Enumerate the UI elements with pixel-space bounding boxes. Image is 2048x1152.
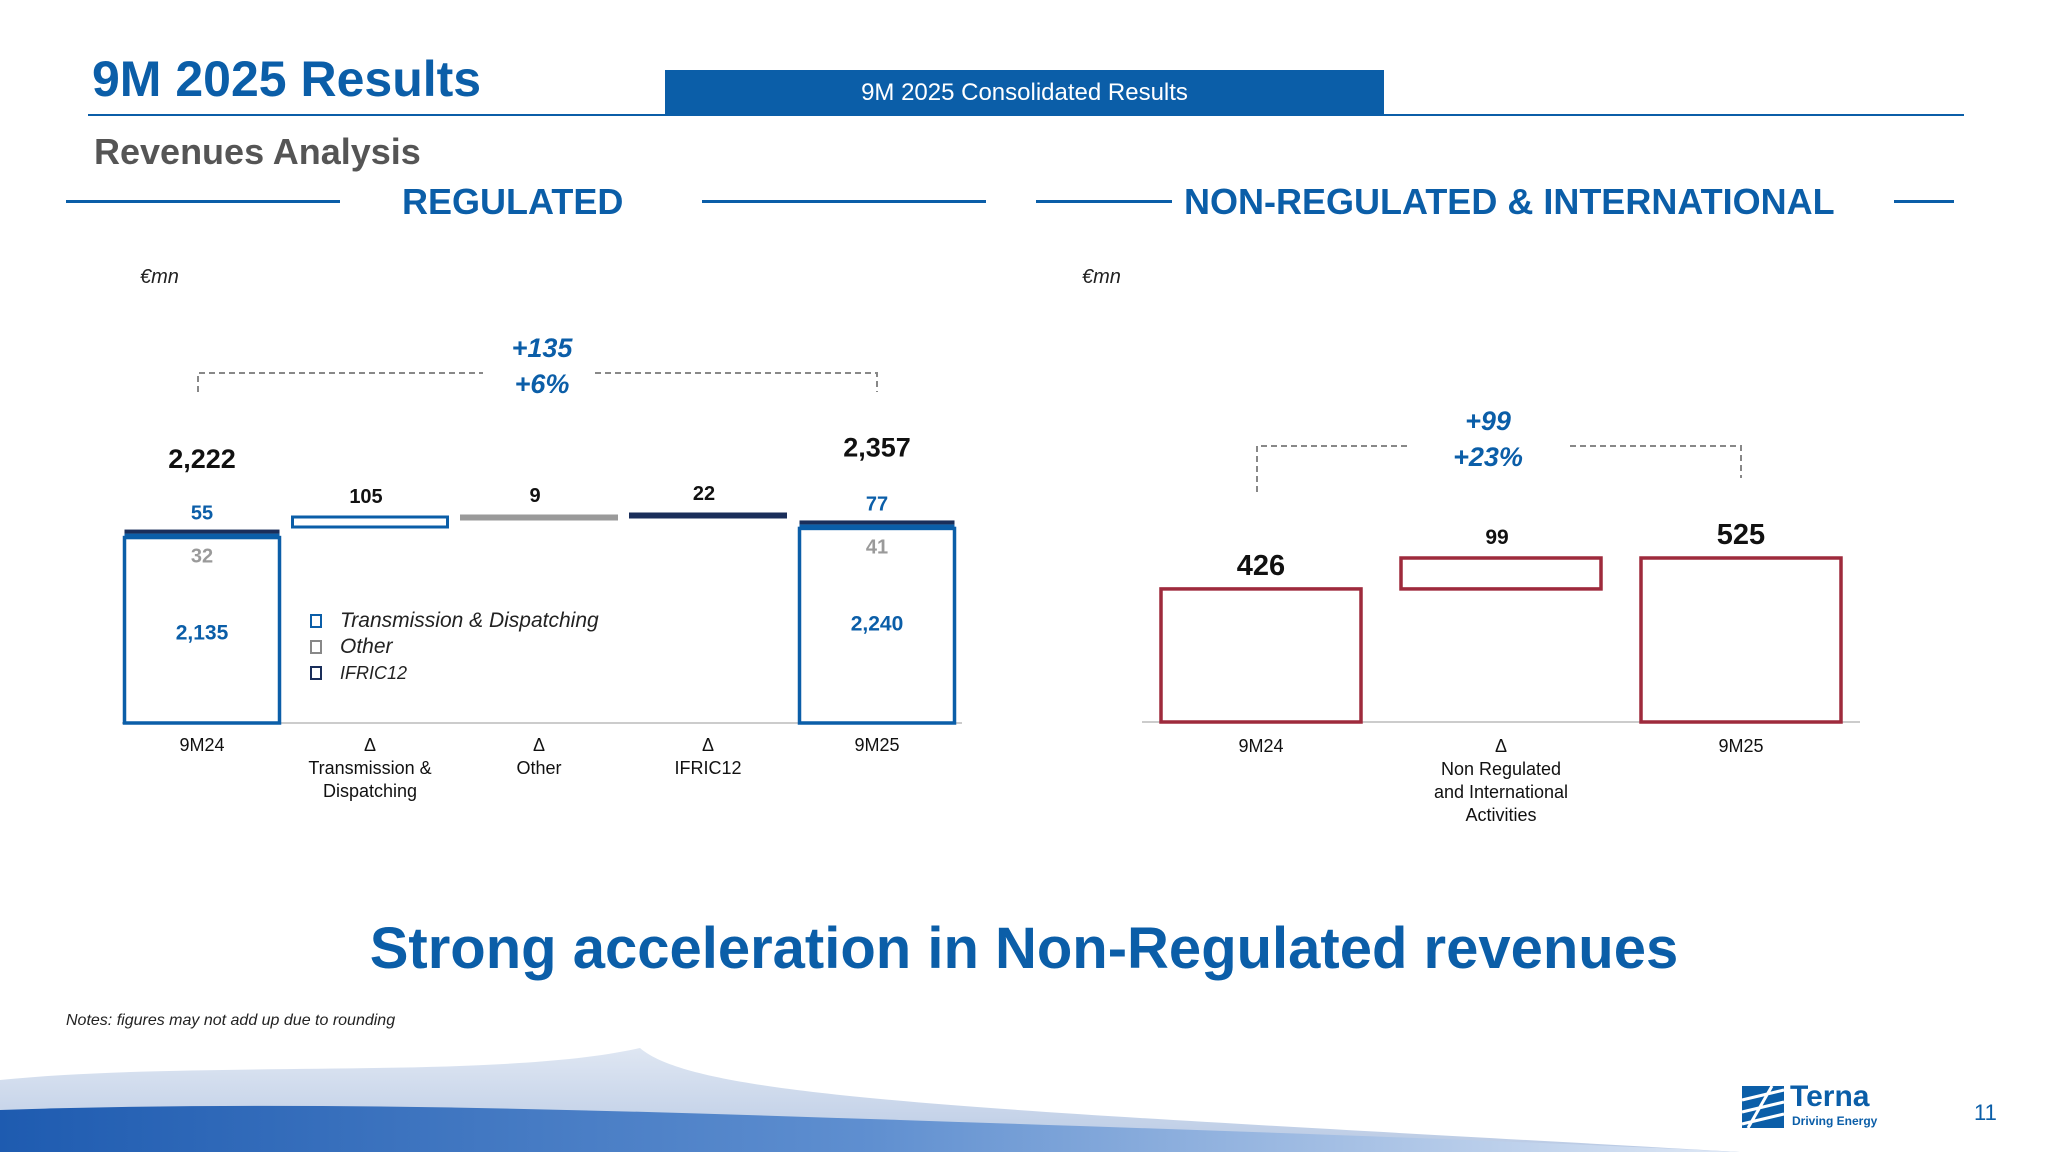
regulated-title: REGULATED bbox=[402, 181, 624, 222]
section-rule bbox=[1036, 200, 1172, 203]
x-tick-label: 9M24 bbox=[1238, 736, 1283, 756]
bridge-line bbox=[1256, 445, 1407, 492]
bridge-line bbox=[1570, 445, 1742, 478]
other-value: 41 bbox=[866, 536, 888, 558]
terna-logo-icon bbox=[1741, 1085, 1785, 1129]
ifric12-value: 77 bbox=[866, 493, 888, 515]
footnote: Notes: figures may not add up due to rou… bbox=[66, 1012, 396, 1029]
regulated-unit: €mn bbox=[140, 266, 179, 288]
x-tick-label: Δ Transmission & Dispatching bbox=[308, 735, 431, 801]
ifric12-value: 55 bbox=[191, 503, 213, 525]
legend-item: IFRIC12 bbox=[310, 660, 599, 686]
delta-value: 9 bbox=[529, 485, 540, 507]
x-tick-label: 9M25 bbox=[854, 735, 899, 755]
x-tick-label: 9M24 bbox=[179, 735, 224, 755]
x-tick-label: Δ Non Regulated and International Activitie… bbox=[1434, 736, 1568, 825]
legend-swatch-other bbox=[310, 640, 322, 654]
bar-ifric12 bbox=[799, 520, 955, 525]
x-tick-label: Δ IFRIC12 bbox=[674, 735, 741, 778]
headline: Strong acceleration in Non-Regulated rev… bbox=[369, 916, 1679, 981]
page-number: 11 bbox=[1974, 1100, 1997, 1125]
page-title: 9M 2025 Results bbox=[92, 51, 482, 107]
legend-item: Transmission & Dispatching bbox=[310, 608, 599, 634]
legend-label: Other bbox=[340, 635, 393, 658]
legend-label: Transmission & Dispatching bbox=[340, 609, 599, 632]
bridge-abs-label: +135 bbox=[512, 333, 574, 363]
bar-9m24 bbox=[1159, 587, 1363, 724]
nonregulated-title: NON-REGULATED & INTERNATIONAL bbox=[1184, 181, 1835, 222]
bar-other bbox=[799, 524, 955, 529]
transmission-value: 2,240 bbox=[851, 612, 904, 635]
nonregulated-unit: €mn bbox=[1082, 266, 1121, 288]
legend-swatch-ifric12 bbox=[310, 666, 322, 680]
delta-bar bbox=[291, 515, 449, 529]
terna-logo: Terna Driving Energy bbox=[1741, 1080, 1892, 1130]
section-rule bbox=[702, 200, 986, 203]
bridge-pct-label: +23% bbox=[1453, 442, 1523, 472]
legend-item: Other bbox=[310, 634, 599, 660]
chart-legend: Transmission & Dispatching Other IFRIC12 bbox=[310, 608, 599, 686]
decorative-wave bbox=[0, 1048, 1740, 1152]
logo-name: Terna bbox=[1790, 1080, 1870, 1113]
bar-value-label: 525 bbox=[1717, 519, 1765, 551]
legend-swatch-transmission bbox=[310, 614, 322, 628]
page-subtitle: Revenues Analysis bbox=[94, 131, 421, 172]
bar-other bbox=[124, 533, 280, 538]
section-tag: 9M 2025 Consolidated Results bbox=[665, 70, 1384, 115]
logo-tagline: Driving Energy bbox=[1792, 1114, 1878, 1128]
bridge-line bbox=[595, 372, 878, 392]
bar-delta bbox=[1399, 556, 1603, 591]
section-rule bbox=[1894, 200, 1954, 203]
bridge-abs-label: +99 bbox=[1465, 406, 1511, 436]
bar-9m25 bbox=[1639, 556, 1843, 724]
bar-value-label: 99 bbox=[1485, 526, 1508, 549]
title-rule bbox=[88, 114, 1964, 116]
delta-value: 22 bbox=[693, 483, 715, 505]
bar-value-label: 426 bbox=[1237, 550, 1285, 582]
delta-bar bbox=[629, 512, 787, 519]
x-tick-label: 9M25 bbox=[1718, 736, 1763, 756]
bridge-pct-label: +6% bbox=[515, 369, 570, 399]
total-label: 2,357 bbox=[843, 432, 911, 462]
other-value: 32 bbox=[191, 546, 213, 568]
delta-value: 105 bbox=[349, 486, 382, 508]
bar-ifric12 bbox=[124, 529, 280, 534]
x-tick-label: Δ Other bbox=[516, 735, 561, 778]
total-label: 2,222 bbox=[168, 444, 236, 474]
delta-bar bbox=[460, 514, 618, 521]
transmission-value: 2,135 bbox=[176, 622, 229, 645]
section-rule bbox=[66, 200, 340, 203]
legend-label: IFRIC12 bbox=[340, 662, 408, 683]
